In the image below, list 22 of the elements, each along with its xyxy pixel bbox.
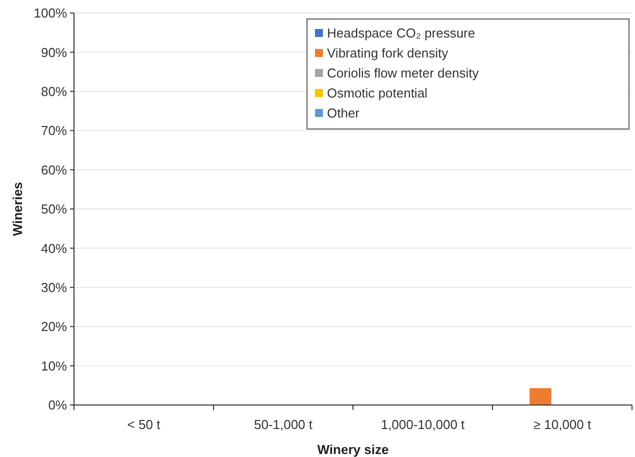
x-tick-label: ≥ 10,000 t (533, 417, 592, 432)
legend-label: Other (327, 106, 360, 121)
y-tick-label: 100% (34, 6, 68, 21)
legend-label: Vibrating fork density (327, 46, 449, 61)
x-tick-label: 1,000-10,000 t (380, 417, 466, 432)
y-tick-label: 20% (40, 319, 68, 334)
legend-label: Headspace CO₂ pressure (327, 26, 476, 41)
y-tick-label: 40% (40, 240, 68, 256)
x-axis-title: Winery size (317, 442, 389, 457)
y-axis-title: Wineries (10, 182, 25, 236)
legend-label: Osmotic potential (327, 86, 428, 101)
x-tick-label: 50-1,000 t (254, 417, 313, 432)
y-tick-label: 90% (40, 44, 68, 60)
legend-label: Coriolis flow meter density (327, 66, 480, 81)
y-tick-label: 0% (48, 398, 68, 413)
y-tick-label: 30% (40, 280, 68, 295)
y-tick-label: 80% (40, 84, 68, 99)
x-tick-label: < 50 t (127, 417, 161, 432)
y-tick-label: 50% (40, 202, 68, 217)
y-tick-label: 60% (40, 162, 68, 178)
y-tick-label: 70% (40, 123, 68, 138)
y-tick-label: 10% (40, 358, 68, 374)
